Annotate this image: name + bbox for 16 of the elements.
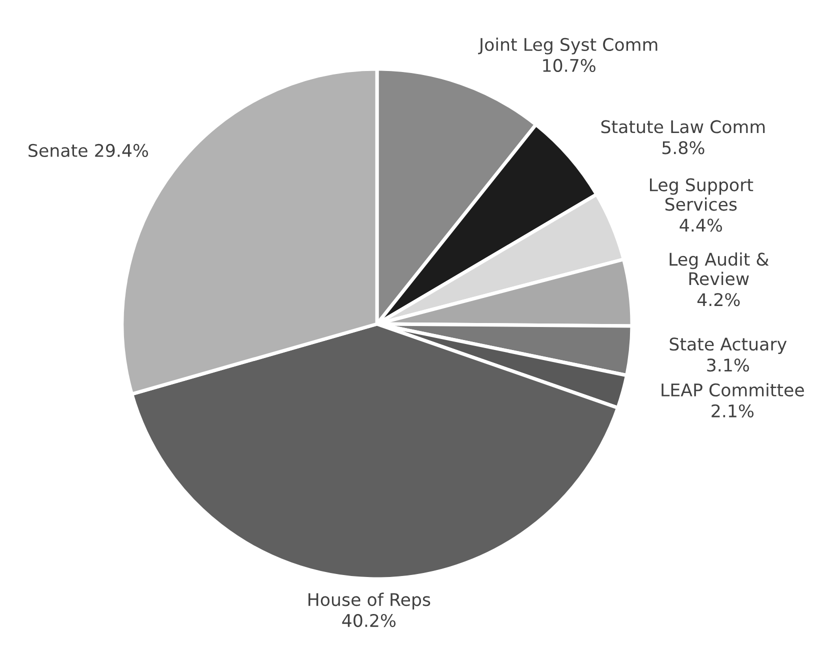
data-label: 29.4% bbox=[95, 144, 148, 158]
data-label: 5.8% bbox=[662, 141, 704, 154]
slice-label: Leg Audit & Review bbox=[670, 252, 769, 286]
slice-label: Leg Support Services bbox=[650, 178, 754, 211]
data-label: 3.1% bbox=[707, 358, 749, 372]
data-label: 4.2% bbox=[697, 293, 740, 306]
data-label: 2.1% bbox=[712, 404, 754, 418]
slice-label: LEAP Committee bbox=[662, 383, 804, 397]
slice-label: House of Reps bbox=[308, 592, 430, 610]
slice-label: Joint Leg Syst Comm bbox=[478, 38, 658, 54]
slice-label: Statute Law Comm bbox=[601, 120, 765, 134]
slice-label: Senate bbox=[28, 144, 88, 158]
data-label: 10.7% bbox=[543, 58, 596, 72]
data-label: 4.4% bbox=[680, 218, 722, 232]
data-label: 40.2% bbox=[342, 614, 396, 628]
slice-label: State Actuary bbox=[670, 338, 787, 354]
